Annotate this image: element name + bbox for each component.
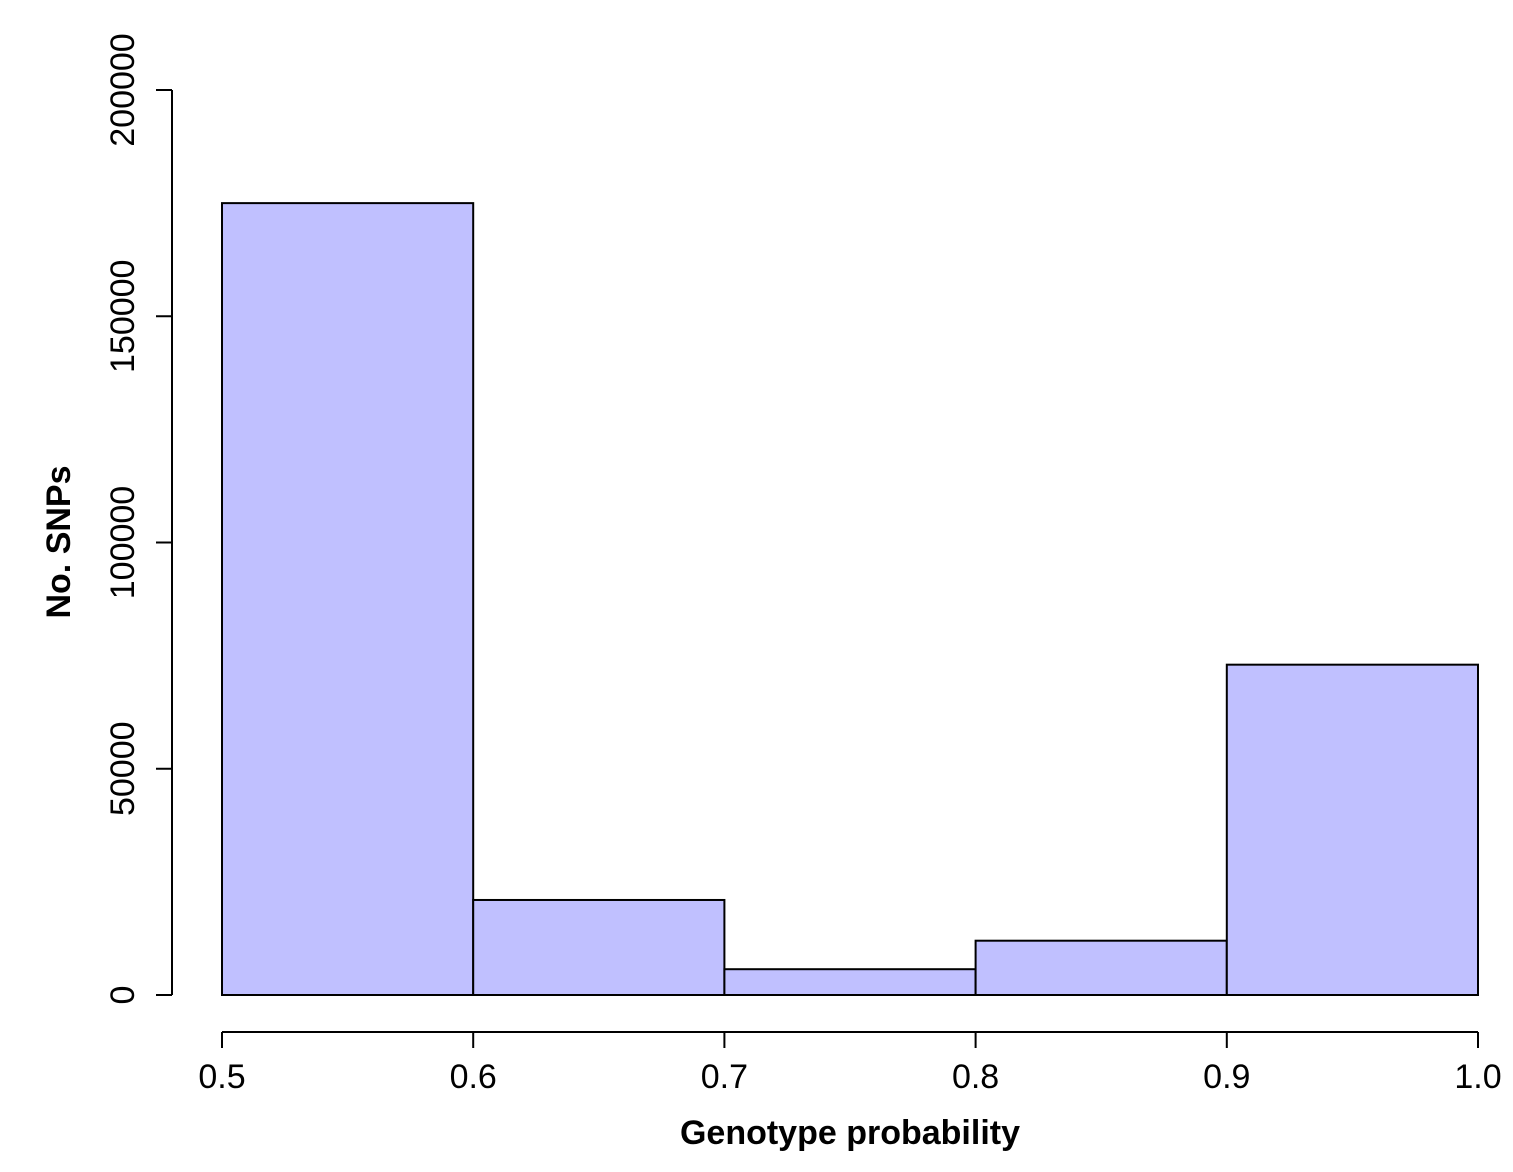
y-tick-label: 0 <box>104 986 142 1005</box>
x-tick-label: 0.8 <box>952 1058 999 1096</box>
histogram-bar-4 <box>974 939 1228 997</box>
y-axis-title: No. SNPs <box>40 465 78 618</box>
histogram-bar-2 <box>472 898 726 996</box>
y-tick-label: 50000 <box>104 721 142 816</box>
x-tick-label: 1.0 <box>1454 1058 1501 1096</box>
y-tick-label: 100000 <box>104 486 142 599</box>
histogram-bar-1 <box>221 202 475 996</box>
histogram-bar-3 <box>723 968 977 997</box>
histogram-bar-5 <box>1225 663 1480 996</box>
x-tick-label: 0.7 <box>701 1058 748 1096</box>
y-tick-label: 150000 <box>104 260 142 373</box>
bars-group <box>221 202 1480 997</box>
y-tick-label: 200000 <box>104 33 142 146</box>
x-tick-label: 0.5 <box>198 1058 245 1096</box>
y-axis: 0 50000 100000 150000 200000 <box>104 33 173 1005</box>
x-axis: 0.5 0.6 0.7 0.8 0.9 1.0 <box>198 1031 1502 1096</box>
x-tick-label: 0.9 <box>1203 1058 1250 1096</box>
x-tick-label: 0.6 <box>450 1058 497 1096</box>
x-axis-title: Genotype probability <box>680 1114 1020 1152</box>
